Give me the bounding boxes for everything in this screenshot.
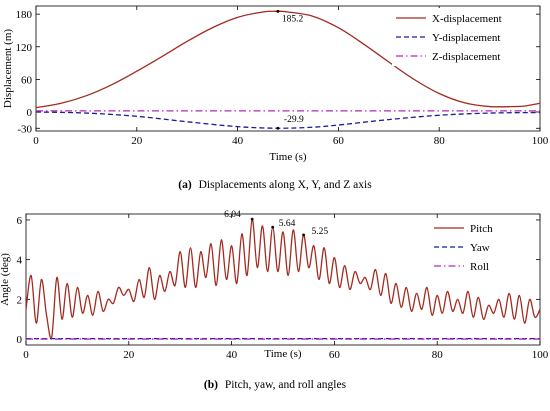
y-tick-label: 120 [16,42,33,54]
legend-entry: Yaw [470,242,490,254]
caption-a: (a) Displacements along X, Y, and Z axis [178,179,372,191]
legend-entry: Z-displacement [432,51,500,63]
x-tick-label: 80 [434,135,446,147]
caption-letter-a: (a) [178,179,192,191]
y-tick-label: 6 [17,215,23,227]
y-tick-label: 2 [17,294,23,306]
caption-letter-b: (b) [204,379,218,391]
plot-area-a [35,5,541,132]
annotation-marker [276,9,280,13]
annotation-marker [250,217,254,221]
y-tick-label: 0 [27,107,33,119]
caption-text-a: Displacements along X, Y, and Z axis [199,179,373,191]
y-tick-label: 180 [16,9,33,21]
legend-entry: X-displacement [432,13,502,25]
annotation-label: 5.25 [312,227,329,237]
legend-b: Pitch Yaw Roll [430,218,536,276]
series-line-x-displacement [35,10,541,109]
x-tick-label: 0 [33,135,39,147]
caption-b: (b) Pitch, yaw, and roll angles [204,379,347,391]
x-axis-label-a: Time (s) [269,151,307,163]
plot-area-b [25,213,541,346]
y-tick-label: -30 [17,123,32,135]
annotation-marker [271,225,275,229]
x-tick-label: 40 [226,349,238,361]
y-tick-label: 0 [17,334,23,346]
legend-a: X-displacement Y-displacement Z-displaceme… [392,8,536,66]
x-tick-label: 20 [131,135,143,147]
annotation-label: 5.64 [279,219,296,229]
x-tick-label: 20 [123,349,135,361]
annotation-marker [302,233,305,237]
annotation-label: 185.2 [282,14,304,24]
x-tick-label: 0 [23,349,29,361]
x-tick-label: 80 [432,349,444,361]
x-tick-label: 60 [333,135,345,147]
y-tick-label: 4 [17,255,23,267]
legend-entry: Pitch [470,223,493,235]
x-tick-label: 100 [532,349,549,361]
annotation-label: -29.9 [284,115,304,125]
y-tick-label: 60 [21,74,33,86]
x-tick-label: 40 [232,135,244,147]
legend-entry: Y-displacement [432,32,500,44]
y-axis-label-a: Displacement (m) [2,29,14,108]
series-line-pitch [25,218,541,339]
annotation-label: 6.04 [224,210,241,220]
series-line-y-displacement [35,111,541,129]
x-axis-label-b: Time (s) [264,348,302,360]
x-tick-label: 100 [532,135,549,147]
y-axis-label-b: Angle (deg) [0,253,11,306]
caption-text-b: Pitch, yaw, and roll angles [225,379,347,391]
x-tick-label: 60 [329,349,341,361]
annotation-marker [276,126,280,130]
legend-entry: Roll [470,261,489,273]
